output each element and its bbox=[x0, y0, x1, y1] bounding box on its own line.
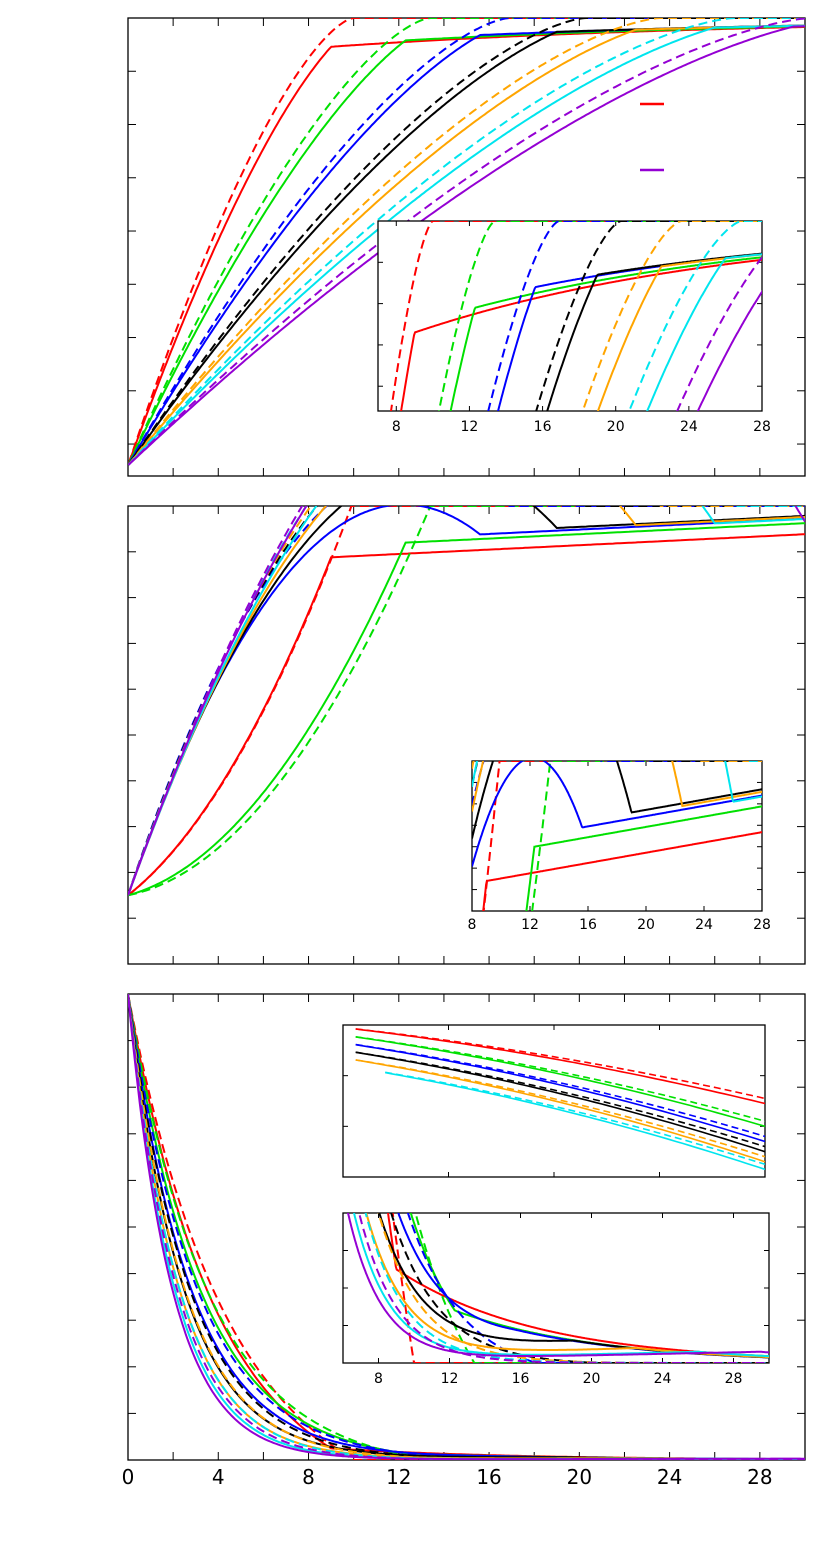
x-tick-label: 0 bbox=[122, 1465, 135, 1489]
plot-area bbox=[128, 18, 805, 466]
Norb8-N3-line bbox=[346, 1213, 769, 1357]
plot-area bbox=[355, 1028, 765, 1171]
Norb2-N2-line bbox=[128, 994, 805, 1460]
Norb3-N2-line bbox=[128, 506, 805, 897]
Norb5-N3-line bbox=[472, 761, 762, 839]
Norb2-N2-line bbox=[391, 1213, 769, 1363]
Norb6-N2-line bbox=[355, 1059, 765, 1158]
Norb6-N2-line bbox=[377, 1213, 769, 1363]
x-tick-label: 12 bbox=[461, 419, 479, 435]
Norb4-N2-line bbox=[128, 18, 805, 466]
Norb3-N2-line bbox=[355, 1036, 765, 1123]
Norb4-N3-line bbox=[472, 761, 762, 867]
Norb8-N3-line bbox=[128, 506, 805, 896]
Norb7-N2-line bbox=[128, 18, 805, 466]
Norb2-N3-line bbox=[482, 831, 762, 911]
Norb5-N2-line bbox=[355, 1051, 765, 1148]
x-tick-label: 8 bbox=[468, 917, 477, 933]
Norb8-N2-line bbox=[128, 994, 805, 1460]
x-tick-label: 8 bbox=[374, 1371, 383, 1387]
x-tick-label: 24 bbox=[654, 1371, 672, 1387]
Norb6-N2-line bbox=[128, 18, 805, 466]
x-tick-label: 28 bbox=[747, 1465, 772, 1489]
Norb5-N2-line bbox=[472, 761, 762, 786]
Norb5-N2-line bbox=[390, 1213, 769, 1363]
Norb3-N3-line bbox=[449, 256, 762, 411]
x-tick-label: 20 bbox=[607, 419, 625, 435]
x-tick-label: 12 bbox=[521, 917, 539, 933]
x-tick-label: 28 bbox=[753, 917, 771, 933]
Norb2-N3-line bbox=[400, 258, 762, 411]
x-tick-label: 28 bbox=[753, 419, 771, 435]
Norb4-N2-line bbox=[406, 1213, 769, 1363]
Norb3-N3-line bbox=[525, 805, 762, 911]
Norb4-N3-line bbox=[128, 506, 805, 896]
Norb6-N3-line bbox=[596, 253, 762, 411]
x-tick-label: 8 bbox=[302, 1465, 315, 1489]
Norb8-N2-line bbox=[358, 1213, 769, 1363]
Norb7-N3-line bbox=[352, 1213, 769, 1358]
plot-area bbox=[346, 1213, 769, 1363]
x-tick-label: 12 bbox=[441, 1371, 459, 1387]
Norb3-N3-line bbox=[128, 522, 805, 897]
Norb7-N3-line bbox=[128, 24, 805, 466]
Norb8-N2-line bbox=[128, 18, 805, 466]
Norb8-N2-line bbox=[676, 255, 762, 411]
Norb2-N2-line bbox=[355, 1028, 765, 1100]
x-tick-label: 8 bbox=[392, 419, 401, 435]
x-tick-label: 24 bbox=[680, 419, 698, 435]
Norb7-N3-line bbox=[128, 506, 805, 896]
Norb8-N3-line bbox=[128, 25, 805, 466]
plot-area bbox=[128, 994, 805, 1460]
x-tick-label: 20 bbox=[567, 1465, 592, 1489]
Norb8-N2-line bbox=[128, 506, 304, 896]
Norb2-N2-line bbox=[128, 18, 805, 465]
x-tick-label: 24 bbox=[695, 917, 713, 933]
Norb7-N3-line bbox=[472, 761, 762, 803]
plot-area bbox=[472, 761, 762, 911]
Norb6-N3-line bbox=[128, 24, 805, 466]
Norb6-N3-line bbox=[472, 761, 762, 812]
Norb6-N3-line bbox=[128, 506, 805, 896]
Norb8-N3-line bbox=[696, 289, 762, 411]
Norb7-N2-line bbox=[385, 1071, 765, 1166]
x-tick-label: 16 bbox=[534, 419, 552, 435]
Norb2-N2-line bbox=[128, 506, 805, 897]
inset-a-bg bbox=[378, 221, 762, 411]
Norb7-N2-line bbox=[628, 221, 762, 411]
Norb5-N3-line bbox=[128, 506, 805, 896]
Norb4-N2-line bbox=[355, 1043, 765, 1138]
x-tick-label: 24 bbox=[657, 1465, 682, 1489]
Norb7-N3-line bbox=[646, 253, 762, 411]
x-tick-label: 16 bbox=[476, 1465, 501, 1489]
x-tick-label: 16 bbox=[579, 917, 597, 933]
x-tick-label: 12 bbox=[386, 1465, 411, 1489]
x-tick-label: 20 bbox=[583, 1371, 601, 1387]
x-tick-label: 4 bbox=[212, 1465, 225, 1489]
plot-area bbox=[128, 506, 805, 897]
Norb5-N2-line bbox=[128, 994, 805, 1460]
plot-area bbox=[390, 221, 762, 411]
x-tick-label: 20 bbox=[637, 917, 655, 933]
Norb5-N3-line bbox=[546, 252, 762, 411]
Norb7-N3-line bbox=[385, 1071, 765, 1171]
x-tick-label: 28 bbox=[725, 1371, 743, 1387]
x-tick-label: 16 bbox=[512, 1371, 530, 1387]
inset-b-bg bbox=[472, 761, 762, 911]
